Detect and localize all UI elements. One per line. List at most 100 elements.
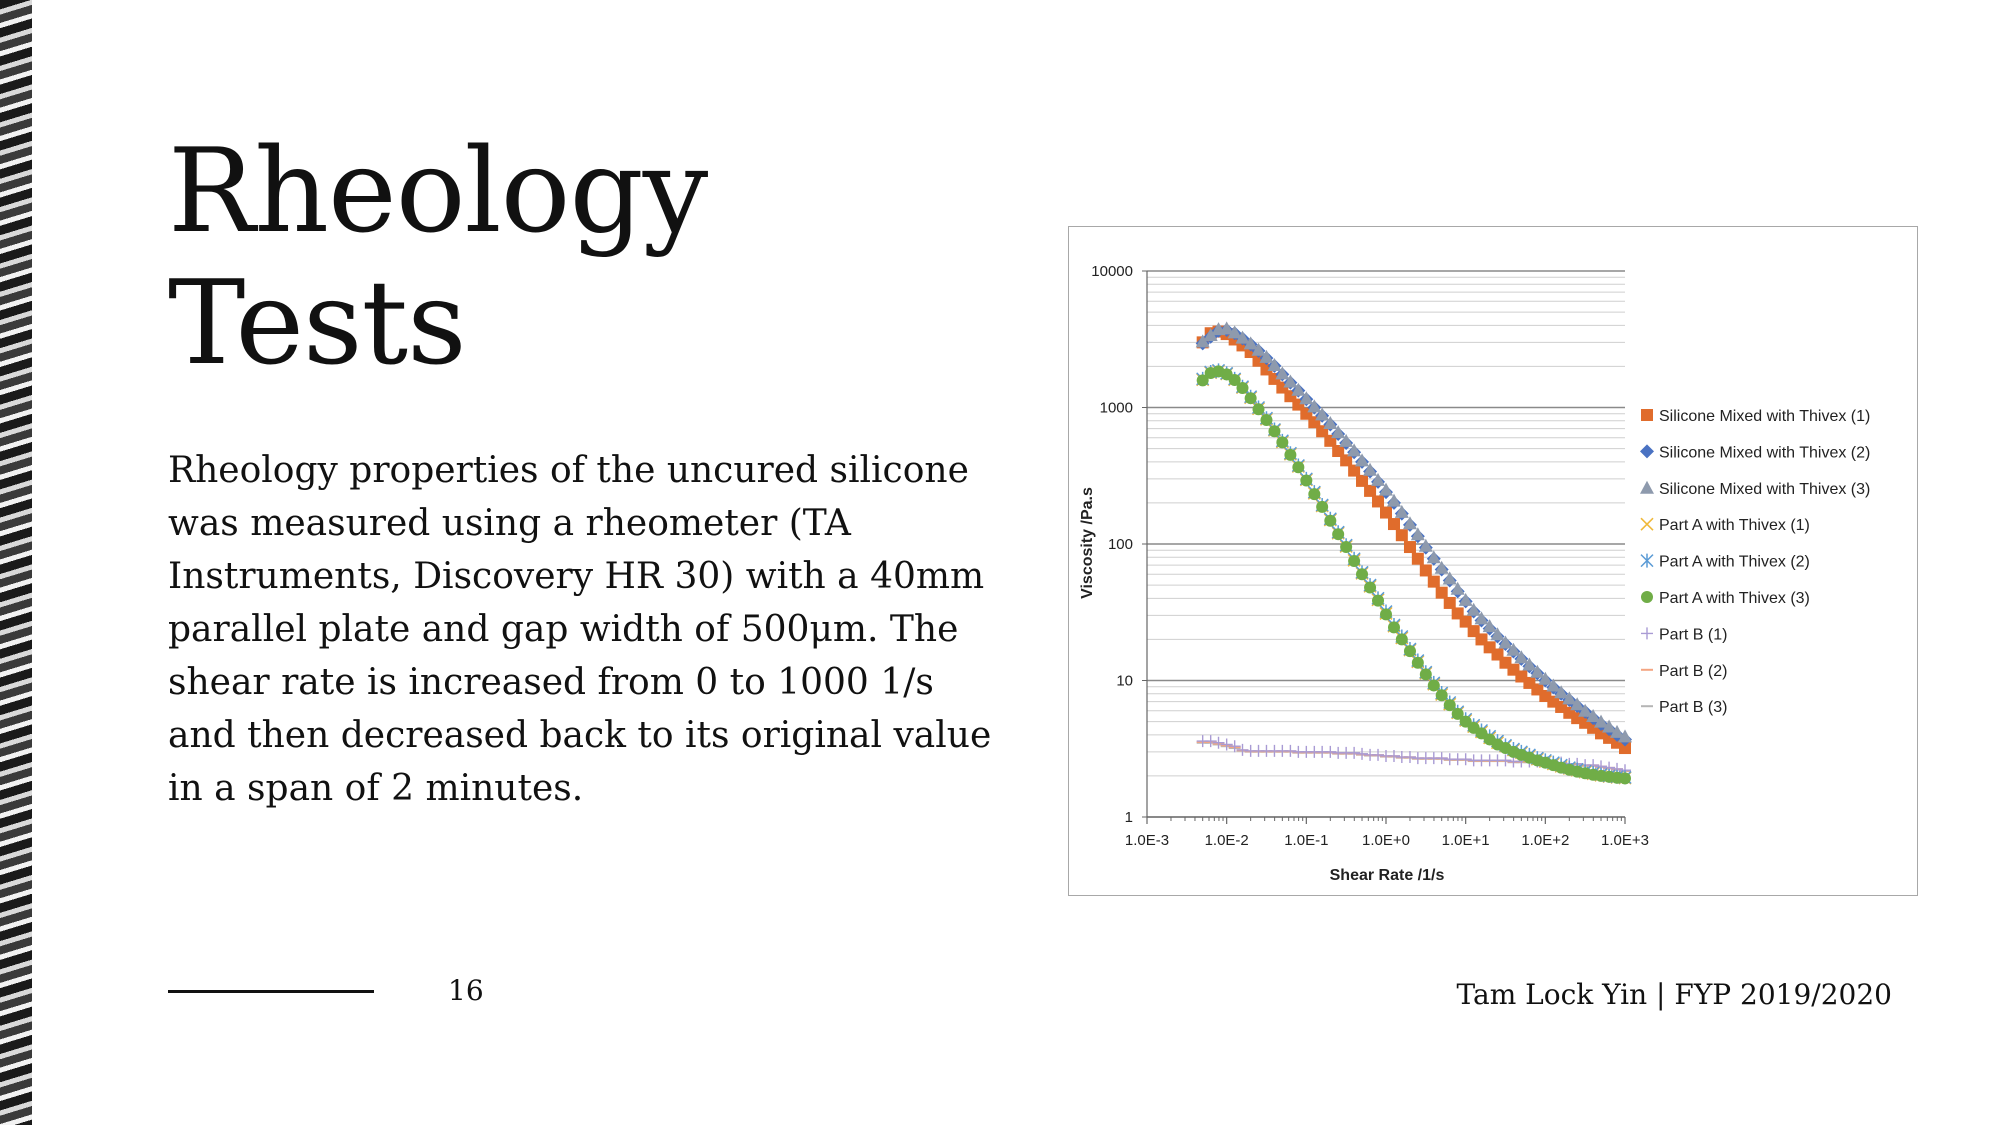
data-point — [1450, 581, 1465, 595]
data-point — [1411, 552, 1424, 565]
data-point — [1594, 714, 1609, 728]
legend-marker — [1641, 627, 1653, 640]
data-point — [1340, 541, 1353, 554]
data-point — [1244, 392, 1257, 405]
data-point — [1418, 538, 1433, 552]
page-number: 16 — [448, 974, 484, 1007]
data-point — [1386, 493, 1401, 507]
data-point — [1435, 752, 1448, 765]
data-point — [1443, 596, 1456, 609]
data-point — [1363, 462, 1378, 476]
data-point — [1195, 334, 1210, 348]
data-point — [1371, 472, 1386, 486]
legend-entry: Silicone Mixed with Thivex (3) — [1640, 480, 1870, 498]
data-point — [1618, 729, 1632, 743]
legend-label: Silicone Mixed with Thivex (2) — [1659, 444, 1870, 461]
y-tick-label: 1 — [1125, 809, 1133, 826]
data-point — [1243, 336, 1258, 350]
data-point — [1570, 697, 1585, 711]
data-point — [1498, 635, 1513, 649]
legend-label: Part A with Thivex (1) — [1659, 517, 1810, 534]
data-point — [1355, 453, 1370, 467]
data-point — [1291, 382, 1306, 396]
y-tick-label: 10 — [1116, 673, 1133, 690]
data-point — [1324, 514, 1337, 527]
data-point — [1458, 592, 1473, 606]
x-tick-label: 1.0E-1 — [1284, 832, 1328, 849]
data-point — [1459, 753, 1472, 766]
data-point — [1554, 685, 1569, 699]
data-point — [1578, 703, 1593, 717]
x-tick-label: 1.0E+3 — [1601, 832, 1649, 849]
data-point — [1434, 560, 1449, 574]
data-point — [1499, 754, 1512, 767]
x-axis-label: Shear Rate /1/s — [1330, 867, 1445, 884]
data-point — [1364, 581, 1377, 594]
data-point — [1347, 443, 1362, 457]
data-point — [1490, 627, 1505, 641]
chart-axes: 1 10 100 1000 10000 1.0E-3 1.0E-2 1.0E-1 1.0E+0 1… — [1091, 263, 1649, 849]
legend-label: Part B (3) — [1659, 699, 1727, 716]
data-point — [1474, 611, 1489, 625]
data-point — [1340, 454, 1353, 467]
data-point — [1252, 403, 1265, 416]
y-tick-label: 1000 — [1100, 400, 1133, 417]
data-point — [1380, 506, 1392, 519]
data-point — [1236, 381, 1249, 394]
data-point — [1403, 541, 1416, 554]
legend-label: Part A with Thivex (2) — [1659, 554, 1810, 571]
data-point — [1315, 407, 1330, 421]
data-point — [1426, 550, 1441, 564]
data-point — [1530, 664, 1545, 678]
data-point — [1219, 321, 1234, 335]
data-point — [1307, 399, 1322, 413]
data-point — [1372, 748, 1385, 761]
data-point — [1395, 633, 1408, 646]
data-point — [1419, 564, 1432, 577]
data-point — [1339, 433, 1354, 447]
data-point — [1331, 425, 1346, 439]
data-point — [1316, 500, 1329, 513]
data-point — [1379, 482, 1393, 496]
data-point — [1283, 374, 1298, 388]
legend-label: Silicone Mixed with Thivex (1) — [1659, 408, 1870, 425]
data-point — [1356, 747, 1369, 760]
data-point — [1267, 357, 1282, 371]
data-point — [1235, 330, 1250, 344]
data-point — [1435, 689, 1448, 702]
data-point — [1212, 736, 1225, 749]
data-point — [1419, 668, 1432, 681]
data-point — [1308, 488, 1321, 501]
title-line-1: Rheology — [168, 124, 708, 259]
data-point — [1380, 608, 1392, 621]
data-point — [1387, 749, 1400, 762]
data-point — [1610, 724, 1625, 738]
data-point — [1332, 528, 1345, 541]
data-point — [1284, 744, 1297, 757]
x-tick-label: 1.0E+0 — [1362, 832, 1410, 849]
decorative-side-image — [0, 0, 32, 1125]
data-point — [1482, 619, 1497, 633]
y-axis-label: Viscosity /Pa.s — [1079, 487, 1096, 599]
legend-entry: Part A with Thivex (1) — [1640, 517, 1810, 534]
data-point — [1300, 474, 1313, 487]
data-point — [1546, 678, 1561, 692]
slide-body-text: Rheology properties of the uncured silic… — [168, 450, 992, 809]
legend-marker — [1640, 553, 1654, 568]
legend-marker — [1641, 409, 1653, 421]
data-point — [1348, 746, 1361, 759]
data-point — [1451, 707, 1464, 720]
legend-entry: Part B (2) — [1641, 663, 1727, 680]
legend-entry: Part A with Thivex (2) — [1640, 553, 1810, 571]
data-point — [1299, 391, 1314, 405]
data-point — [1538, 671, 1553, 685]
data-point — [1268, 425, 1281, 438]
data-point — [1619, 742, 1631, 755]
data-point — [1276, 436, 1289, 449]
data-point — [1403, 751, 1416, 764]
data-point — [1394, 504, 1409, 518]
data-point — [1356, 568, 1369, 581]
legend-entry: Silicone Mixed with Thivex (1) — [1641, 408, 1870, 425]
data-point — [1332, 445, 1345, 458]
data-point — [1227, 325, 1242, 339]
